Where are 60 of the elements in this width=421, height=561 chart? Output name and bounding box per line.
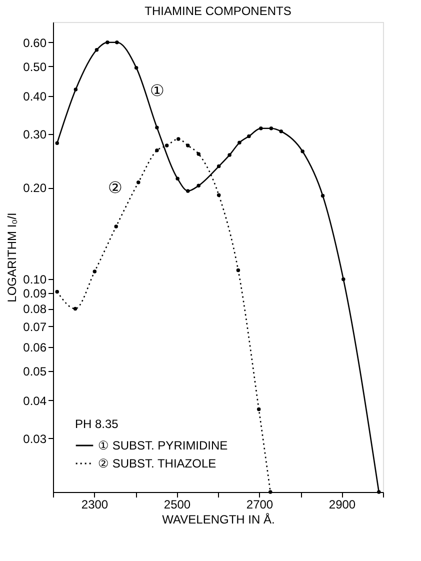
y-tick-label: 0.08: [23, 302, 47, 316]
point: [73, 306, 78, 311]
point: [155, 148, 159, 152]
y-axis-title: LOGARITHM I₀/I: [5, 212, 20, 302]
point: [236, 268, 240, 272]
y-tick-label: 0.30: [23, 128, 47, 142]
point: [256, 407, 261, 412]
x-axis-title: WAVELENGTH IN Å.: [162, 512, 275, 526]
point: [279, 130, 283, 134]
point: [115, 40, 119, 44]
annotation: ①: [150, 83, 164, 100]
point: [55, 141, 59, 145]
x-tick-label: 2700: [246, 498, 274, 512]
legend-title: PH 8.35: [75, 417, 119, 431]
y-tick-label: 0.03: [23, 432, 47, 446]
point: [216, 193, 221, 197]
point: [136, 180, 140, 184]
point: [238, 140, 242, 145]
point: [342, 277, 346, 282]
y-tick-label: 0.09: [23, 286, 47, 301]
point: [320, 194, 325, 198]
point: [164, 144, 169, 148]
legend-label: ② SUBST. THIAZOLE: [98, 456, 216, 470]
legend-label: ① SUBST. PYRIMIDINE: [98, 438, 228, 452]
point: [114, 224, 118, 228]
point: [94, 48, 99, 52]
point: [216, 164, 221, 168]
y-tick-label: 0.20: [23, 181, 47, 196]
point: [186, 189, 190, 193]
y-tick-label: 0.07: [23, 320, 47, 334]
chart-title: THIAMINE COMPONENTS: [144, 4, 292, 18]
point: [247, 134, 251, 138]
x-tick-label: 2900: [328, 498, 356, 512]
point: [228, 153, 232, 157]
point: [134, 66, 138, 70]
point: [92, 270, 97, 274]
x-tick-label: 2500: [164, 498, 191, 512]
y-tick-label: 0.05: [23, 364, 47, 378]
point: [186, 144, 190, 148]
point: [176, 176, 180, 181]
point: [300, 150, 304, 154]
y-tick-label: 0.50: [23, 60, 47, 74]
y-tick-label: 0.10: [23, 272, 47, 287]
x-tick-label: 2300: [81, 498, 108, 512]
annotation: ②: [108, 180, 122, 197]
y-tick-label: 0.60: [23, 36, 47, 50]
point: [196, 152, 200, 156]
y-tick-label: 0.06: [23, 340, 47, 354]
y-tick-label: 0.04: [23, 394, 47, 408]
point: [155, 126, 159, 130]
y-tick-label: 0.40: [23, 89, 47, 104]
point: [268, 490, 272, 494]
point: [106, 40, 110, 44]
point: [269, 126, 274, 130]
point: [377, 490, 381, 494]
point: [259, 126, 263, 130]
point: [196, 184, 200, 188]
point: [176, 137, 180, 141]
point: [74, 88, 78, 92]
point: [55, 290, 59, 294]
